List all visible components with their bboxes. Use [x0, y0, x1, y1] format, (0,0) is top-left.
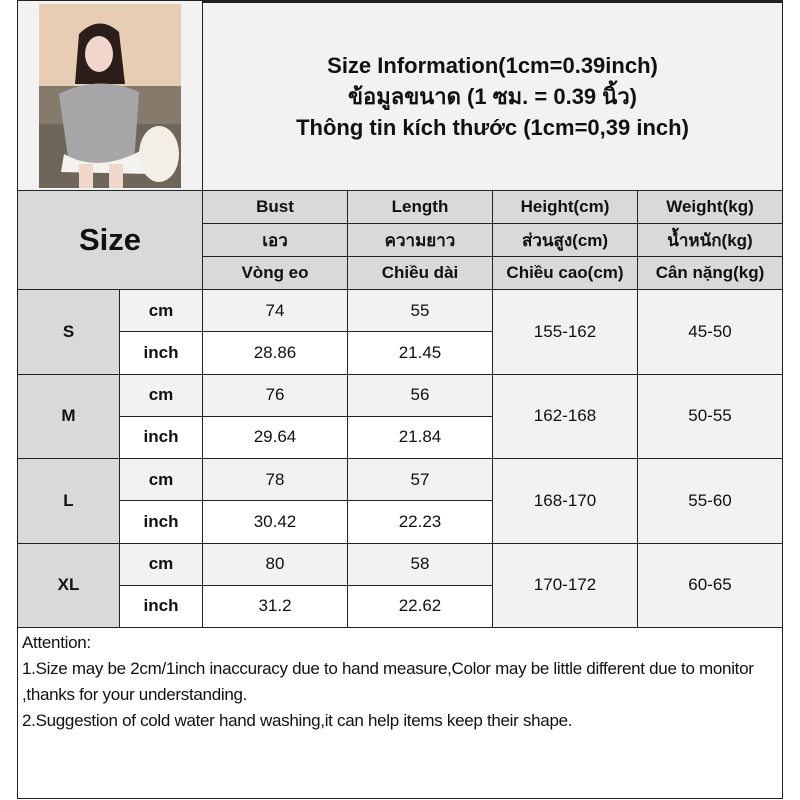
- height-range: 155-162: [492, 289, 638, 375]
- measurement-cm: 56: [347, 373, 493, 417]
- column-header: Bust: [202, 190, 348, 224]
- unit-label-inch: inch: [119, 584, 203, 628]
- measurement-inch: 29.64: [202, 415, 348, 459]
- column-header: Height(cm): [492, 190, 638, 224]
- attention-note-1: 1.Size may be 2cm/1inch inaccuracy due t…: [22, 659, 754, 704]
- title-english: Size Information(1cm=0.39inch): [327, 53, 658, 78]
- unit-label-inch: inch: [119, 331, 203, 375]
- column-header: Chiều dài: [347, 256, 493, 290]
- unit-label-inch: inch: [119, 500, 203, 544]
- measurement-cm: 55: [347, 289, 493, 333]
- size-header: Size: [17, 190, 203, 290]
- unit-label-cm: cm: [119, 458, 203, 502]
- weight-range: 45-50: [637, 289, 783, 375]
- column-header: ความยาว: [347, 223, 493, 257]
- weight-range: 60-65: [637, 542, 783, 628]
- measurement-cm: 80: [202, 542, 348, 586]
- column-header: Chiều cao(cm): [492, 256, 638, 290]
- title-vietnamese: Thông tin kích thước (1cm=0,39 inch): [296, 115, 689, 140]
- product-photo-cell: [17, 0, 203, 191]
- column-header: เอว: [202, 223, 348, 257]
- height-range: 168-170: [492, 458, 638, 544]
- weight-range: 55-60: [637, 458, 783, 544]
- attention-note-2: 2.Suggestion of cold water hand washing,…: [22, 711, 573, 730]
- attention-title: Attention:: [22, 633, 91, 652]
- size-label: L: [17, 458, 120, 544]
- title-thai: ข้อมูลขนาด (1 ซม. = 0.39 นิ้ว): [347, 84, 637, 109]
- measurement-inch: 22.23: [347, 500, 493, 544]
- column-header: Cân nặng(kg): [637, 256, 783, 290]
- height-range: 170-172: [492, 542, 638, 628]
- measurement-inch: 21.45: [347, 331, 493, 375]
- size-label: M: [17, 373, 120, 459]
- column-header: ส่วนสูง(cm): [492, 223, 638, 257]
- measurement-inch: 28.86: [202, 331, 348, 375]
- measurement-inch: 22.62: [347, 584, 493, 628]
- measurement-cm: 74: [202, 289, 348, 333]
- unit-label-cm: cm: [119, 289, 203, 333]
- measurement-cm: 78: [202, 458, 348, 502]
- size-label: S: [17, 289, 120, 375]
- unit-label-inch: inch: [119, 415, 203, 459]
- measurement-cm: 76: [202, 373, 348, 417]
- attention-notes: Attention: 1.Size may be 2cm/1inch inacc…: [17, 627, 783, 799]
- measurement-cm: 58: [347, 542, 493, 586]
- column-header: Weight(kg): [637, 190, 783, 224]
- unit-label-cm: cm: [119, 542, 203, 586]
- weight-range: 50-55: [637, 373, 783, 459]
- column-header: Vòng eo: [202, 256, 348, 290]
- measurement-inch: 31.2: [202, 584, 348, 628]
- measurement-inch: 30.42: [202, 500, 348, 544]
- unit-label-cm: cm: [119, 373, 203, 417]
- measurement-inch: 21.84: [347, 415, 493, 459]
- product-photo: [39, 3, 181, 188]
- size-label: XL: [17, 542, 120, 628]
- column-header: Length: [347, 190, 493, 224]
- measurement-cm: 57: [347, 458, 493, 502]
- size-info-title: Size Information(1cm=0.39inch) ข้อมูลขนา…: [202, 0, 783, 191]
- height-range: 162-168: [492, 373, 638, 459]
- column-header: น้ำหนัก(kg): [637, 223, 783, 257]
